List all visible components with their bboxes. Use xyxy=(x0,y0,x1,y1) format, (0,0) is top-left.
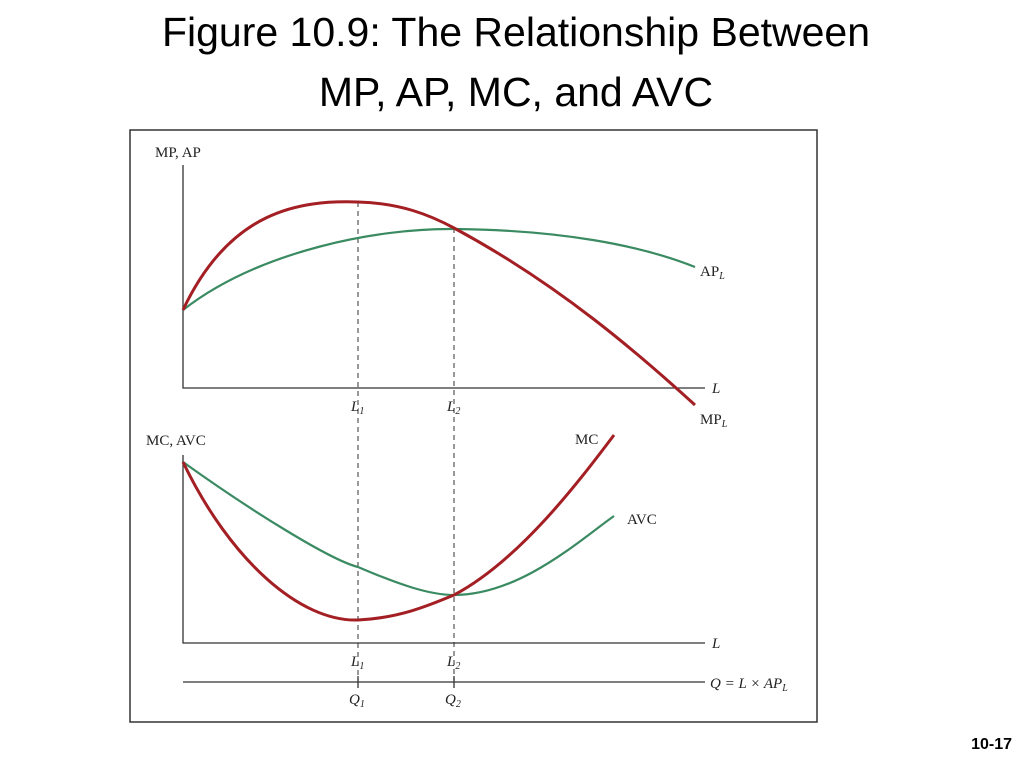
y-axis-label: MP, AP xyxy=(155,145,201,161)
marker-label: L1 xyxy=(350,654,364,672)
mc-curve xyxy=(181,434,616,622)
marker-label: L1 xyxy=(350,399,364,417)
subscript: 2 xyxy=(455,406,460,417)
label: L xyxy=(350,654,359,670)
subscript: 2 xyxy=(455,661,460,672)
mp-curve xyxy=(181,200,697,407)
subscript: L xyxy=(721,419,728,430)
slide-number: 10-17 xyxy=(971,736,1012,753)
label: Q = L × AP xyxy=(710,676,782,692)
marker-label: Q2 xyxy=(445,692,461,710)
label: Q xyxy=(445,692,456,708)
subscript: L xyxy=(781,683,788,694)
y-axis-label: MC, AVC xyxy=(146,433,206,449)
axes xyxy=(182,455,705,644)
subscript: 2 xyxy=(456,699,461,710)
label: Q xyxy=(349,692,360,708)
q-axis-label: Q = L × APL xyxy=(710,676,788,694)
curve-label: AVC xyxy=(627,512,657,528)
curve-label: MPL xyxy=(700,412,728,430)
label: MP xyxy=(700,412,722,428)
subscript: 1 xyxy=(359,406,364,417)
x-axis-label: L xyxy=(711,636,720,652)
subscript: L xyxy=(718,271,725,282)
label: L xyxy=(446,399,455,415)
subscript: 1 xyxy=(360,699,365,710)
marker-label: Q1 xyxy=(349,692,365,710)
label: AP xyxy=(700,264,719,280)
curve-label: MC xyxy=(575,432,598,448)
title-line: Figure 10.9: The Relationship Between xyxy=(162,9,870,55)
title-line: MP, AP, MC, and AVC xyxy=(319,69,713,115)
x-axis-label: L xyxy=(711,381,720,397)
axes xyxy=(182,165,705,389)
avc-curve xyxy=(182,461,615,597)
subscript: 1 xyxy=(359,661,364,672)
curve-label: APL xyxy=(700,264,725,282)
label: L xyxy=(446,654,455,670)
marker-label: L2 xyxy=(446,399,460,417)
label: L xyxy=(350,399,359,415)
marker-label: L2 xyxy=(446,654,460,672)
